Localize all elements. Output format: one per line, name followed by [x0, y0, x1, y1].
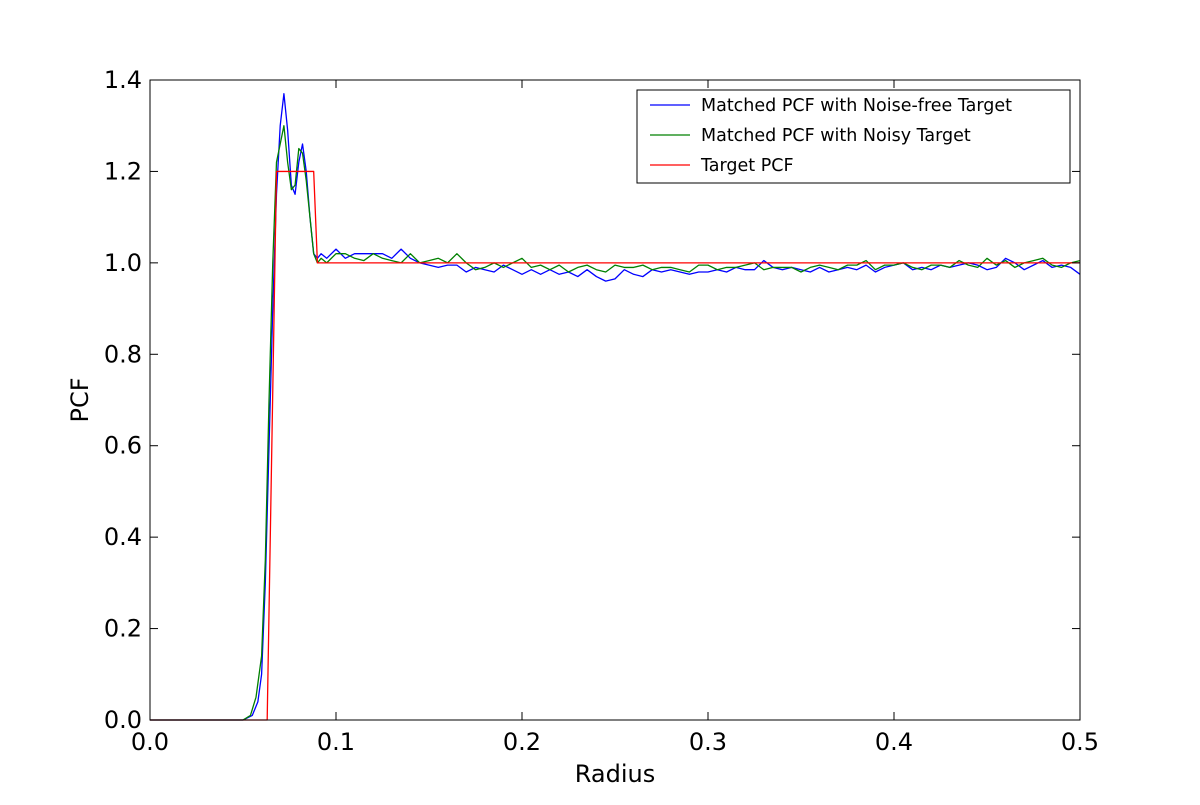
series-line-target: [150, 170, 1080, 721]
y-tick-label: 1.2: [104, 157, 142, 185]
plot-frame: [149, 79, 1081, 721]
legend-label-noise-free: Matched PCF with Noise-free Target: [701, 96, 1012, 116]
y-tick-label: 1.4: [104, 66, 142, 94]
x-tick-label: 0.2: [503, 728, 541, 756]
legend: Matched PCF with Noise-free Target Match…: [636, 89, 1071, 184]
y-tick-label: 0.6: [104, 432, 142, 460]
series-line-noise-free: [150, 93, 1081, 721]
y-tick-label: 0.8: [104, 340, 142, 368]
x-tick-label: 0.4: [875, 728, 913, 756]
tick-layer: 0.0 0.1 0.2 0.3 0.4 0.5 0.0 0.2 0.4 0.6 0.8 1.0 1.2 1…: [104, 66, 1099, 756]
legend-box: [636, 89, 1071, 184]
y-tick-label: 1.0: [104, 249, 142, 277]
y-tick-label: 0.4: [104, 523, 142, 551]
series-line-noisy: [150, 125, 1081, 721]
series-layer: [150, 93, 1081, 721]
y-tick-label: 0.0: [104, 706, 142, 734]
x-tick-label: 0.5: [1061, 728, 1099, 756]
y-tick-label: 0.2: [104, 615, 142, 643]
x-tick-label: 0.3: [689, 728, 727, 756]
legend-label-target: Target PCF: [700, 156, 794, 176]
x-tick-label: 0.0: [131, 728, 169, 756]
x-tick-label: 0.1: [317, 728, 355, 756]
y-axis-label: PCF: [66, 377, 94, 422]
legend-label-noisy: Matched PCF with Noisy Target: [701, 126, 971, 146]
x-axis-label: Radius: [575, 760, 655, 788]
